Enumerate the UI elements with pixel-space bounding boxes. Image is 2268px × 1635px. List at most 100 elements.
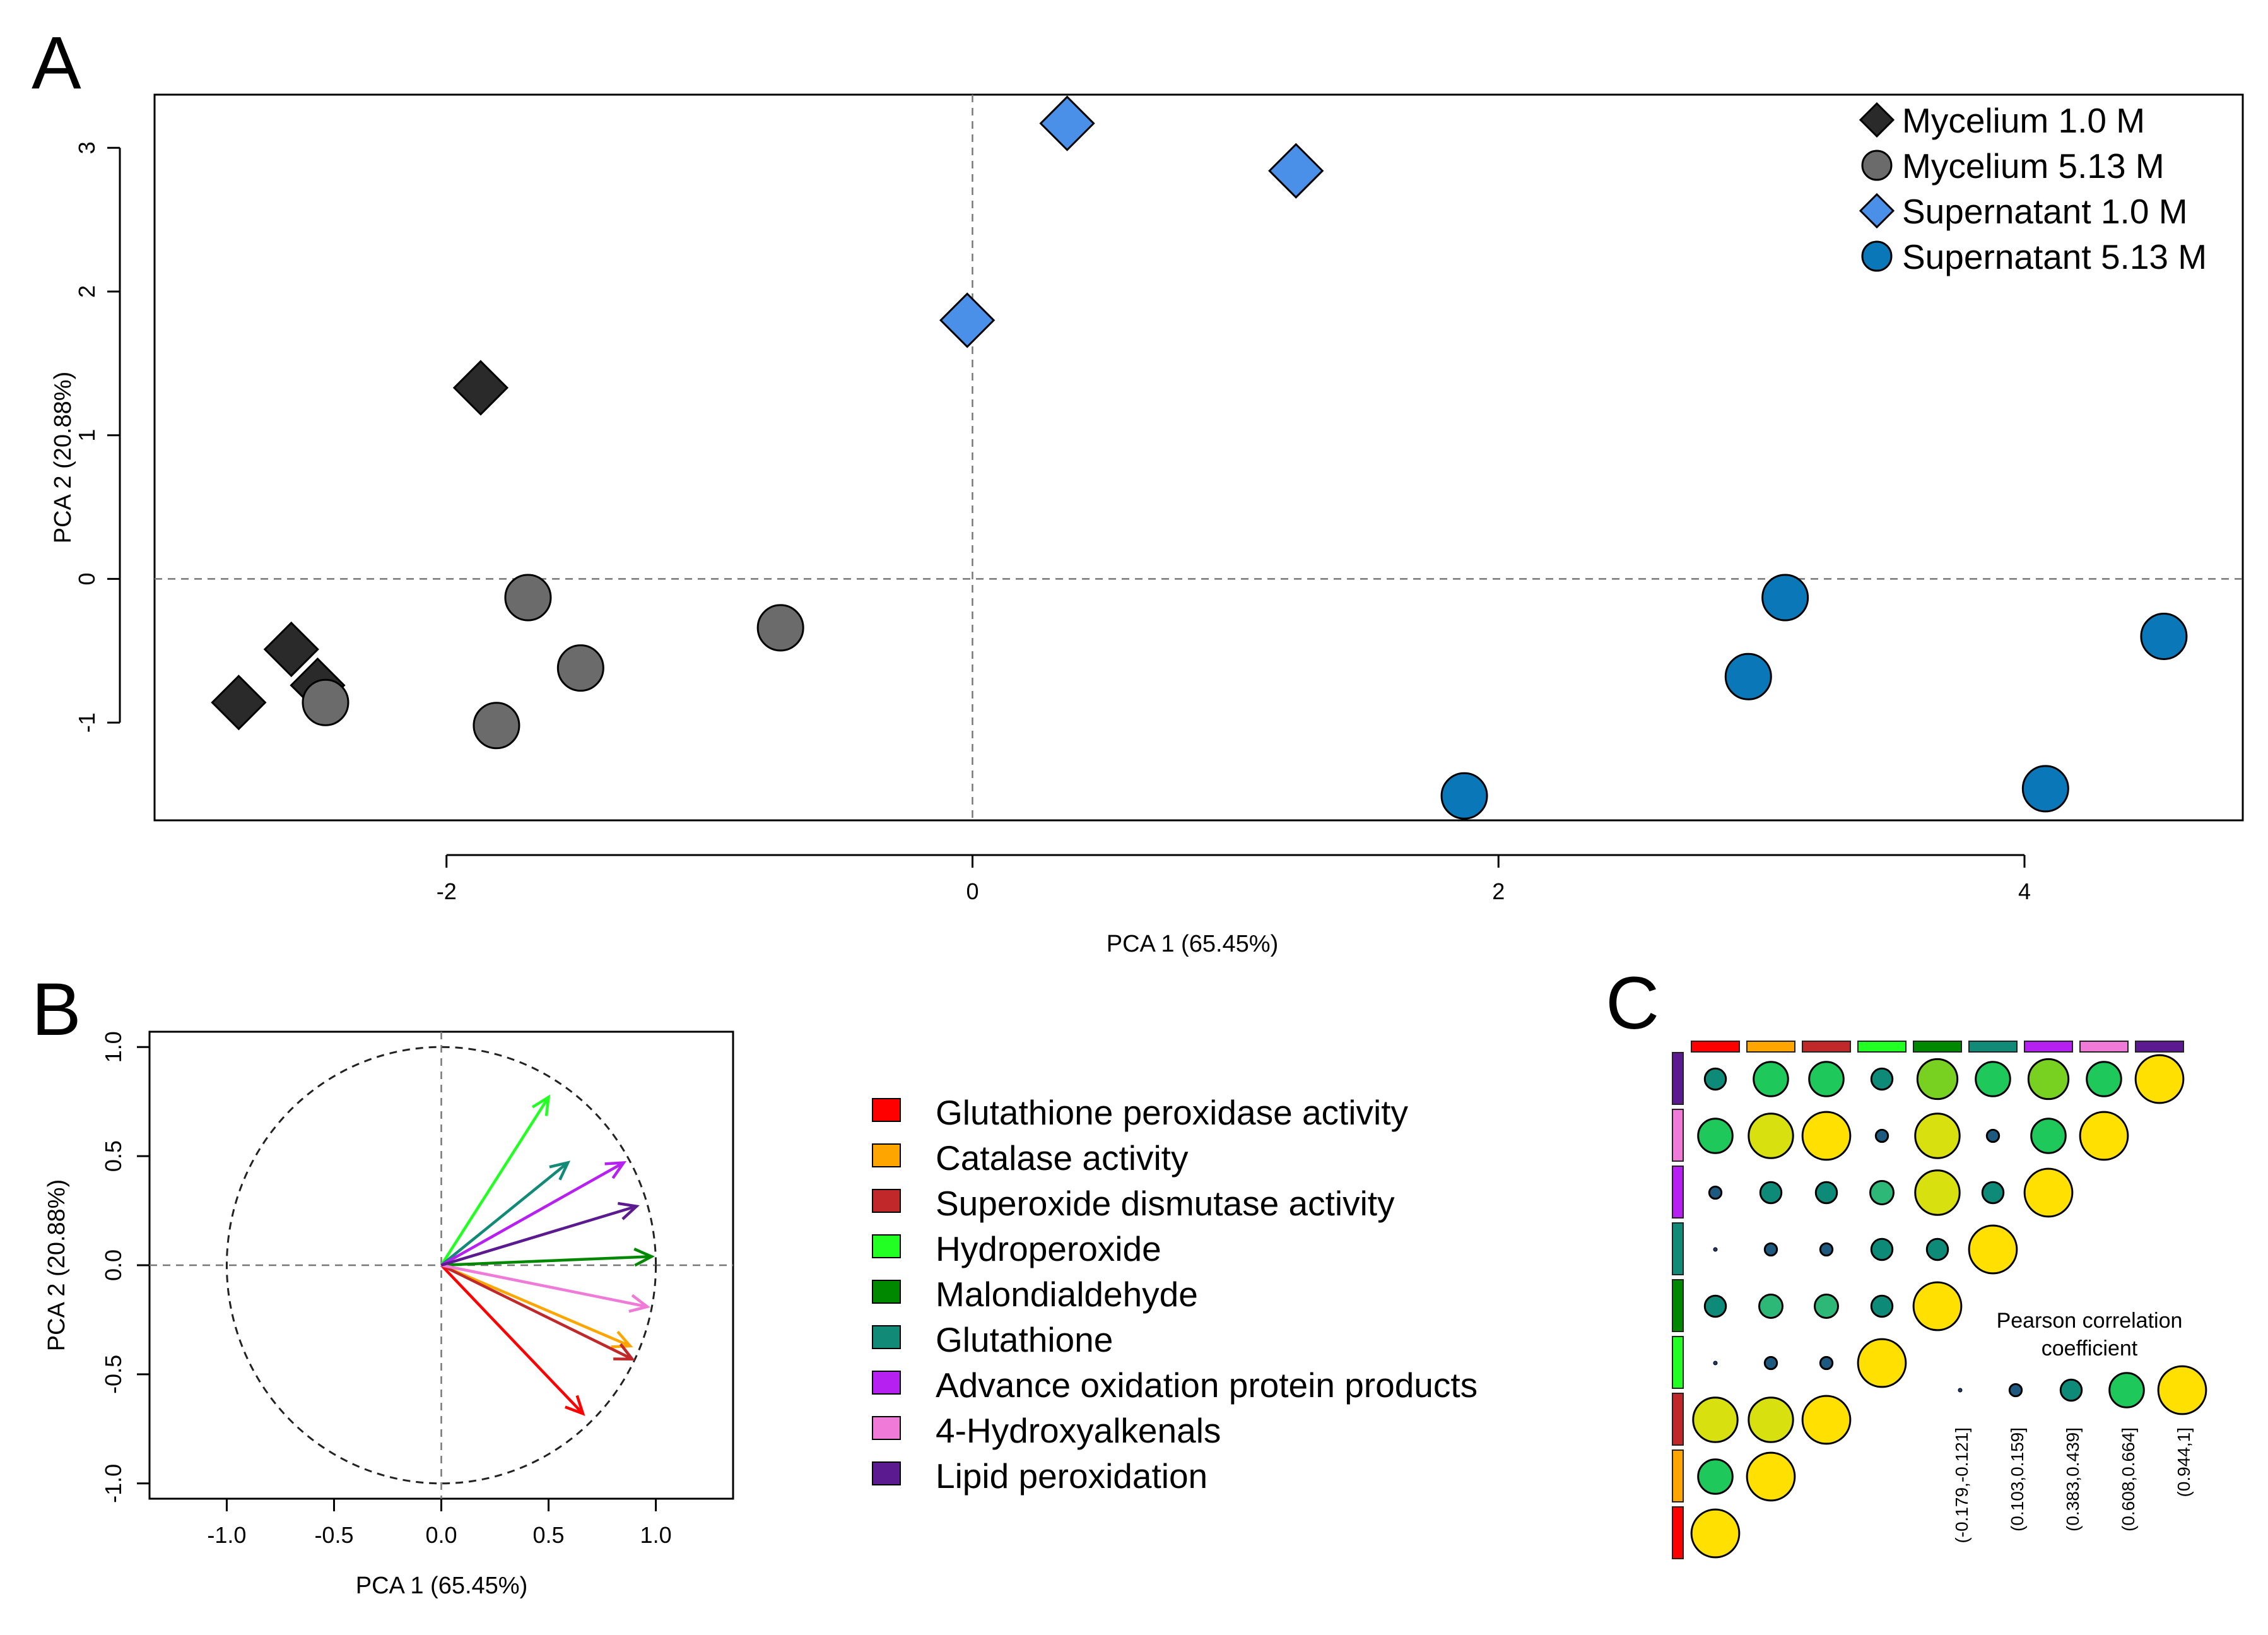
pca-scatter-plot: -2 0 2 4 -1 0 1 2 3 PCA 1 (65.45%) PCA 2 (20.88%… [50,93,2244,957]
correlation-cell [1869,1180,1895,1205]
vector-arrowhead-superoxide-dismutase-activity [613,1343,635,1361]
legend-circle-c [2108,1372,2145,1408]
correlation-cell [2134,1054,2185,1104]
supernatant-5-13-m-point [1440,772,1488,820]
correlation-cell [1925,1237,1949,1261]
legend-title-line1-c: Pearson correlation [1997,1309,2183,1333]
correlation-cell [1763,1355,1778,1371]
axes-a: -2 0 2 4 -1 0 1 2 3 [74,141,2031,904]
correlation-cell [1968,1224,2018,1275]
unit-circle [225,1046,657,1485]
top-bar-hydroperoxide [1857,1041,1907,1053]
side-bar-malondialdehyde [1672,1279,1684,1332]
vector-glutathione [440,1160,571,1266]
vector-shaft-hydroperoxide [440,1096,550,1266]
side-bar-4-hydroxyalkenals [1672,1109,1684,1162]
correlation-matrix: Pearson correlation coefficient (-0.179,… [1672,1041,2207,1559]
x-tick-label-a: 0 [966,878,978,904]
supernatant-5-13-m-point [1724,652,1772,700]
legend-bin-label-c: (-0.179,-0.121] [1952,1427,1971,1544]
correlation-cell [1763,1242,1778,1257]
vector-shaft-malondialdehyde [441,1254,652,1267]
side-bar-glutathione [1672,1222,1684,1275]
scatter-points [211,95,2188,820]
legend-label-supernatant-5-13-m: Supernatant 5.13 M [1902,237,2207,276]
vector-advance-oxidation-protein-products [440,1160,627,1266]
top-bar-glutathione-peroxidase-activity [1691,1041,1740,1053]
correlation-cell [1697,1458,1734,1495]
legend-c: (-0.179,-0.121] (0.103,0.159] (0.383,0.439… [1952,1365,2207,1544]
legend-b: Glutathione peroxidase activity Catalase … [872,1093,1478,1496]
x-tick-label-a: 2 [1492,878,1505,904]
vector-shaft-4-hydroxyalkenals [441,1263,648,1308]
correlation-cell [1713,1361,1718,1366]
correlation-cell [1759,1181,1783,1205]
legend-circle-c [2008,1383,2023,1398]
panel-label-c: C [1606,962,1659,1045]
correlation-cell [1870,1294,1894,1318]
correlation-cell [1801,1111,1852,1161]
legend-label-superoxide-dismutase-activity: Superoxide dismutase activity [936,1184,1395,1223]
correlation-cell [1808,1061,1845,1097]
correlation-cell [1870,1237,1894,1261]
correlation-cell [1912,1281,1963,1331]
correlation-cell [1916,1058,1959,1101]
y-axis-label-b: PCA 2 (20.88%) [44,1179,70,1351]
mycelium-5-13-m-point [556,644,604,692]
top-bar-catalase-activity [1746,1041,1795,1053]
legend-circle-c [2157,1365,2207,1415]
legend-label-malondialdehyde: Malondialdehyde [936,1275,1198,1314]
y-tick-label-a: -1 [74,712,100,733]
x-axis-label-a: PCA 1 (65.45%) [1107,931,1278,957]
legend-swatch-catalase-activity [872,1143,901,1167]
y-tick-label-a: 0 [74,572,100,585]
vector-shaft-catalase-activity [440,1263,631,1348]
legend-label-lipid-peroxidation: Lipid peroxidation [936,1456,1207,1496]
vector-catalase-activity [440,1263,633,1349]
correlation-cell [1914,1113,1961,1159]
y-tick-label-b: 1.0 [100,1031,126,1063]
side-bar-advance-oxidation-protein-products [1672,1166,1684,1219]
vector-arrowhead-glutathione-peroxidase-activity [565,1395,585,1416]
y-axis-label-a: PCA 2 (20.88%) [50,372,76,543]
mycelium-5-13-m-point [302,678,350,726]
vector-superoxide-dismutase-activity [440,1263,635,1361]
x-tick-label-a: -2 [437,878,457,904]
panel-label-b: B [32,968,81,1051]
correlation-cell [1753,1061,1789,1097]
top-bar-glutathione [1968,1041,2018,1053]
legend-label-mycelium-5-13-m: Mycelium 5.13 M [1902,146,2165,186]
x-tick-label-b: -0.5 [314,1522,353,1548]
legend-swatch-advance-oxidation-protein-products [872,1371,901,1395]
correlation-cell [2027,1058,2070,1101]
legend-label-mycelium-1-0-m: Mycelium 1.0 M [1902,101,2145,140]
x-tick-label-b: -1.0 [207,1522,246,1548]
y-tick-label-b: 0.5 [100,1140,126,1172]
x-tick-label-b: 0.5 [533,1522,565,1548]
legend-circle-c [2059,1378,2083,1402]
legend-swatch-malondialdehyde [872,1280,901,1304]
mycelium-5-13-m-point [756,604,804,652]
top-bar-advance-oxidation-protein-products [2024,1041,2073,1053]
x-tick-label-b: 0.0 [425,1522,457,1548]
legend-label-advance-oxidation-protein-products: Advance oxidation protein products [936,1366,1478,1405]
x-tick-label-b: 1.0 [640,1522,672,1548]
vector-arrowhead-hydroperoxide [531,1094,551,1116]
vector-arrowhead-advance-oxidation-protein-products [604,1160,627,1179]
correlation-cell [2079,1111,2129,1161]
legend-swatch-glutathione-peroxidase-activity [872,1098,901,1122]
x-axis-label-b: PCA 1 (65.45%) [356,1573,527,1599]
y-tick-label-b: -1.0 [100,1464,126,1503]
supernatant-1-0-m-point [1268,143,1324,199]
vector-arrowhead-4-hydroxyalkenals [628,1294,651,1313]
supernatant-1-0-m-point [939,292,996,348]
reference-lines-a [155,95,2243,820]
vector-hydroperoxide [440,1094,551,1266]
correlation-cell [2030,1118,2067,1154]
correlation-cell [1801,1395,1852,1445]
supernatant-5-13-m-point [1761,574,1809,622]
legend-label-catalase-activity: Catalase activity [936,1138,1189,1178]
vector-shaft-superoxide-dismutase-activity [440,1263,633,1361]
correlation-cells [1690,1054,2185,1559]
